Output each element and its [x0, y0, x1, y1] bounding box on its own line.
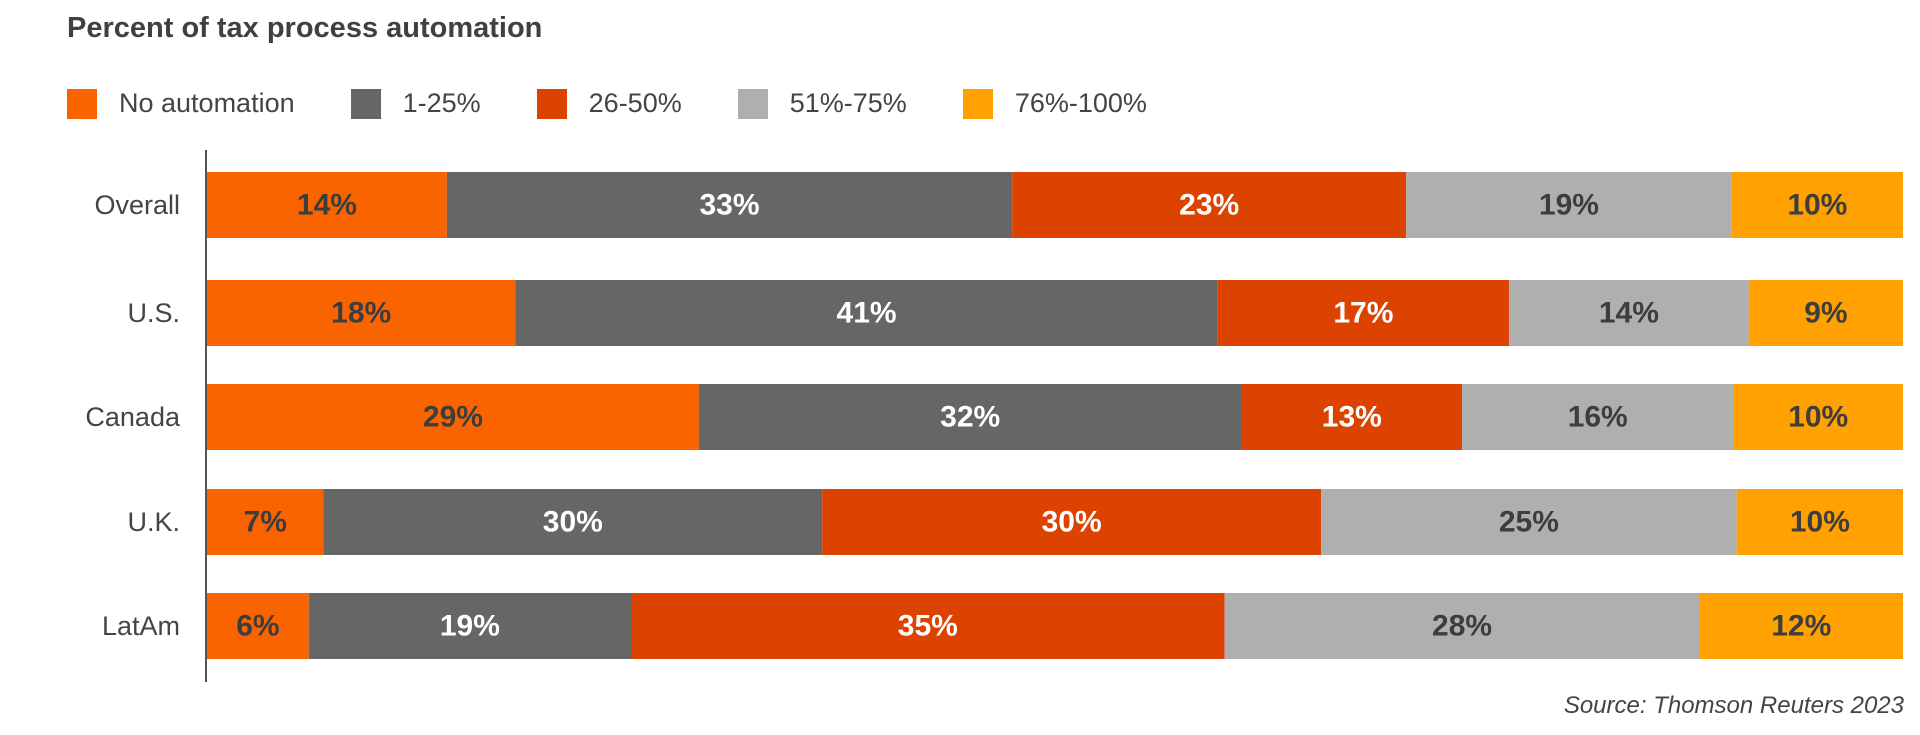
bar-u-s-series-0	[207, 280, 516, 346]
data-label-u-s-series-1: 41%	[837, 297, 897, 330]
bar-u-s-series-2	[1217, 280, 1509, 346]
bar-u-k-series-4	[1736, 489, 1903, 555]
bar-overall-series-1	[446, 172, 1013, 238]
legend-swatch-76-100	[962, 88, 993, 119]
legend-item-26-50: 26-50%	[536, 88, 682, 119]
data-label-latam-series-3: 28%	[1432, 610, 1492, 643]
category-label-canada: Canada	[85, 402, 181, 432]
bar-u-k-series-1	[323, 489, 823, 555]
legend-label-no-automation: No automation	[119, 88, 295, 118]
legend-label-26-50: 26-50%	[588, 88, 682, 118]
legend-item-76-100: 76%-100%	[962, 88, 1147, 119]
category-label-latam: LatAm	[102, 611, 180, 641]
bar-canada-series-0	[207, 384, 699, 450]
data-label-overall-series-2: 23%	[1179, 189, 1239, 222]
data-label-u-s-series-3: 14%	[1599, 297, 1659, 330]
bar-canada-series-4	[1733, 384, 1903, 450]
legend-label-1-25: 1-25%	[402, 88, 481, 118]
data-label-overall-series-0: 14%	[297, 189, 357, 222]
data-label-canada-series-1: 32%	[940, 401, 1000, 434]
data-label-latam-series-1: 19%	[440, 610, 500, 643]
legend: No automation 1-25% 26-50% 51%-75% 76%-1…	[67, 88, 1203, 119]
data-label-canada-series-4: 10%	[1788, 401, 1848, 434]
bar-canada-series-2	[1241, 384, 1463, 450]
legend-swatch-1-25	[350, 88, 381, 119]
bar-u-k-series-0	[207, 489, 324, 555]
data-label-canada-series-0: 29%	[423, 401, 483, 434]
data-label-latam-series-2: 35%	[898, 610, 958, 643]
chart-title: Percent of tax process automation	[67, 12, 543, 44]
bar-u-s-series-3	[1508, 280, 1749, 346]
bar-latam-series-0	[207, 593, 309, 659]
data-label-u-k-series-4: 10%	[1790, 506, 1850, 539]
data-label-latam-series-4: 12%	[1771, 610, 1831, 643]
data-label-u-s-series-0: 18%	[331, 297, 391, 330]
legend-label-76-100: 76%-100%	[1014, 88, 1147, 118]
data-label-u-k-series-1: 30%	[543, 506, 603, 539]
data-label-canada-series-2: 13%	[1322, 401, 1382, 434]
bar-latam-series-2	[631, 593, 1225, 659]
legend-swatch-no-automation	[67, 88, 97, 119]
bar-canada-series-3	[1462, 384, 1734, 450]
bar-u-k-series-3	[1321, 489, 1737, 555]
legend-swatch-51-75	[737, 88, 768, 119]
bar-overall-series-3	[1406, 172, 1732, 238]
data-label-overall-series-4: 10%	[1787, 189, 1847, 222]
category-label-u-s: U.S.	[127, 298, 180, 328]
data-label-overall-series-3: 19%	[1539, 189, 1599, 222]
data-label-u-s-series-4: 9%	[1804, 297, 1847, 330]
bar-canada-series-1	[698, 384, 1242, 450]
data-label-u-s-series-2: 17%	[1333, 297, 1393, 330]
data-label-overall-series-1: 33%	[699, 189, 759, 222]
bar-overall-series-2	[1012, 172, 1407, 238]
legend-item-1-25: 1-25%	[350, 88, 481, 119]
legend-item-no-automation: No automation	[67, 88, 295, 119]
category-label-overall: Overall	[94, 190, 180, 220]
data-label-canada-series-3: 16%	[1568, 401, 1628, 434]
bar-u-s-series-1	[515, 280, 1218, 346]
bar-overall-series-4	[1731, 172, 1903, 238]
legend-label-51-75: 51%-75%	[789, 88, 907, 118]
data-label-u-k-series-2: 30%	[1042, 506, 1102, 539]
bar-overall-series-0	[207, 172, 447, 238]
data-label-latam-series-0: 6%	[236, 610, 279, 643]
bar-u-k-series-2	[822, 489, 1322, 555]
bar-u-s-series-4	[1748, 280, 1903, 346]
bar-latam-series-1	[308, 593, 631, 659]
bar-latam-series-4	[1699, 593, 1903, 659]
data-label-u-k-series-3: 25%	[1499, 506, 1559, 539]
data-label-u-k-series-0: 7%	[244, 506, 287, 539]
bar-latam-series-3	[1224, 593, 1700, 659]
legend-swatch-26-50	[536, 88, 567, 119]
legend-item-51-75: 51%-75%	[737, 88, 907, 119]
category-label-u-k: U.K.	[127, 507, 180, 537]
source-note: Source: Thomson Reuters 2023	[1563, 692, 1904, 719]
